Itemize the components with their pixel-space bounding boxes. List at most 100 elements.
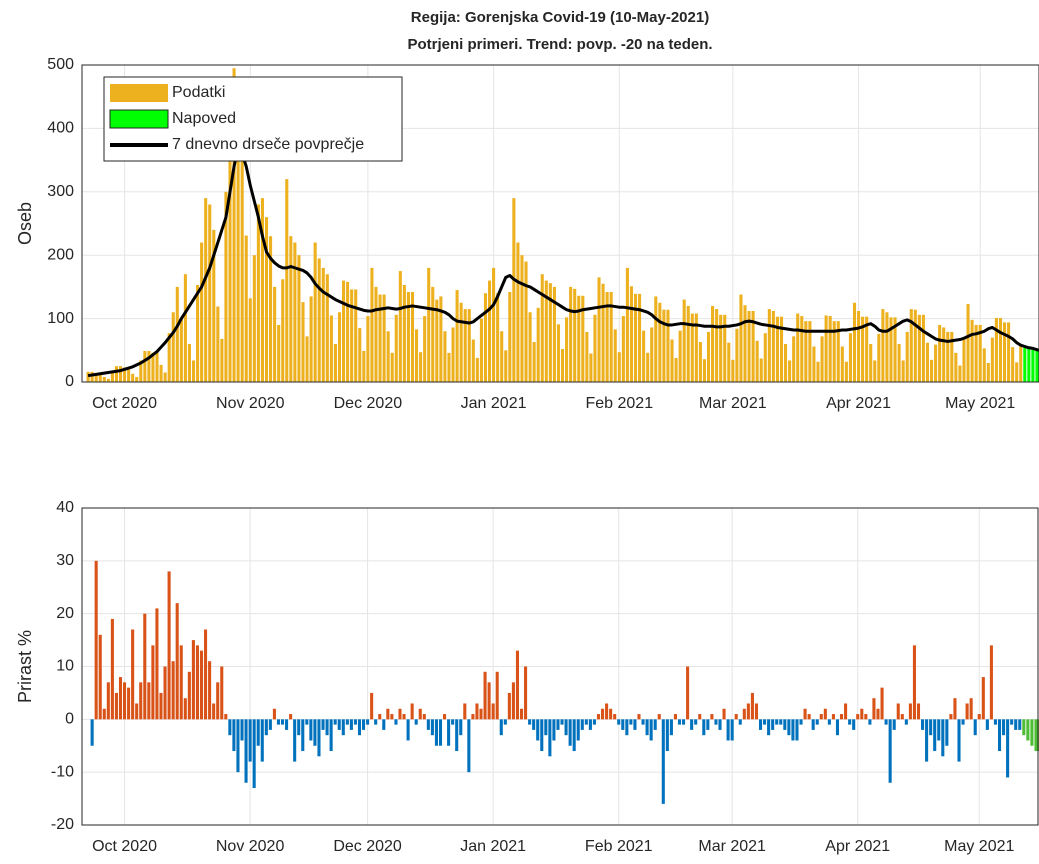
- bar: [171, 312, 175, 382]
- bar: [366, 316, 370, 382]
- bar: [390, 352, 394, 382]
- bar: [212, 229, 216, 382]
- bar: [718, 719, 722, 730]
- bar: [285, 179, 289, 382]
- bar: [143, 613, 147, 720]
- bar: [410, 291, 415, 382]
- bar: [820, 336, 824, 382]
- bar: [163, 666, 167, 720]
- bar: [426, 719, 430, 730]
- bar: [783, 719, 787, 730]
- bar: [374, 719, 378, 725]
- bar: [1014, 719, 1018, 730]
- bar: [273, 286, 277, 382]
- bar: [532, 719, 536, 730]
- bar: [268, 719, 272, 730]
- bar: [997, 719, 1002, 752]
- bar: [638, 293, 642, 382]
- bar: [487, 280, 492, 382]
- bar: [925, 342, 930, 382]
- bar: [293, 242, 297, 382]
- bar: [649, 719, 653, 741]
- bar: [390, 714, 394, 720]
- bar: [788, 360, 792, 382]
- bar: [443, 714, 447, 720]
- bar: [892, 719, 896, 730]
- bar: [394, 719, 398, 725]
- bar: [155, 608, 159, 720]
- bar: [431, 286, 435, 382]
- bar: [508, 291, 512, 382]
- bar: [990, 337, 994, 382]
- bar: [151, 645, 155, 720]
- bar: [483, 671, 487, 720]
- bar: [682, 719, 686, 725]
- bar: [872, 698, 876, 720]
- bar: [503, 719, 507, 725]
- bar: [540, 719, 544, 752]
- bar: [876, 708, 880, 720]
- bar: [179, 645, 183, 720]
- bar: [131, 629, 135, 720]
- bar: [500, 331, 504, 382]
- bar: [799, 719, 803, 725]
- bar: [865, 316, 869, 382]
- bar: [260, 198, 264, 382]
- bar: [727, 342, 731, 382]
- x-tick-label: Apr 2021: [825, 838, 890, 855]
- bar: [475, 357, 479, 382]
- bar: [925, 719, 929, 762]
- bar: [929, 719, 933, 736]
- bar: [908, 703, 912, 720]
- bar: [677, 719, 682, 725]
- bar: [698, 342, 702, 382]
- x-tick-label: Nov 2020: [216, 838, 285, 855]
- bar: [815, 719, 819, 725]
- bar: [661, 719, 665, 804]
- bar: [758, 719, 763, 730]
- bar: [715, 309, 719, 382]
- bar: [596, 714, 601, 720]
- bar: [662, 309, 666, 382]
- bar: [767, 309, 771, 382]
- bar: [463, 703, 467, 720]
- bar: [216, 682, 220, 720]
- bar: [305, 719, 309, 725]
- bar: [569, 286, 573, 382]
- bar: [127, 367, 131, 382]
- bar: [406, 291, 410, 382]
- bar: [869, 343, 873, 382]
- bar: [993, 719, 998, 725]
- bar: [904, 719, 908, 725]
- bar: [989, 645, 993, 720]
- bar: [698, 714, 702, 720]
- bar: [195, 645, 199, 720]
- bar: [669, 719, 673, 736]
- bar: [447, 352, 451, 382]
- bar: [795, 719, 799, 741]
- bar: [1019, 343, 1023, 382]
- x-tick-label: Oct 2020: [92, 838, 157, 855]
- bar: [427, 267, 431, 382]
- bar: [897, 343, 901, 382]
- bar: [422, 714, 426, 720]
- bar: [90, 371, 94, 382]
- bar: [200, 242, 204, 382]
- x-tick-label: Jan 2021: [460, 838, 526, 855]
- bar: [722, 708, 726, 720]
- bar: [873, 360, 877, 382]
- bar: [686, 666, 690, 720]
- bar: [1010, 719, 1014, 725]
- bar: [451, 719, 455, 725]
- bar: [1022, 719, 1026, 736]
- bar: [548, 719, 552, 757]
- bar: [232, 68, 236, 383]
- bar: [406, 719, 410, 741]
- bar: [171, 661, 175, 720]
- bar: [565, 317, 569, 382]
- bar: [281, 279, 285, 382]
- bar: [495, 671, 499, 720]
- bar: [739, 294, 743, 382]
- bar: [293, 719, 297, 762]
- bar: [139, 682, 143, 720]
